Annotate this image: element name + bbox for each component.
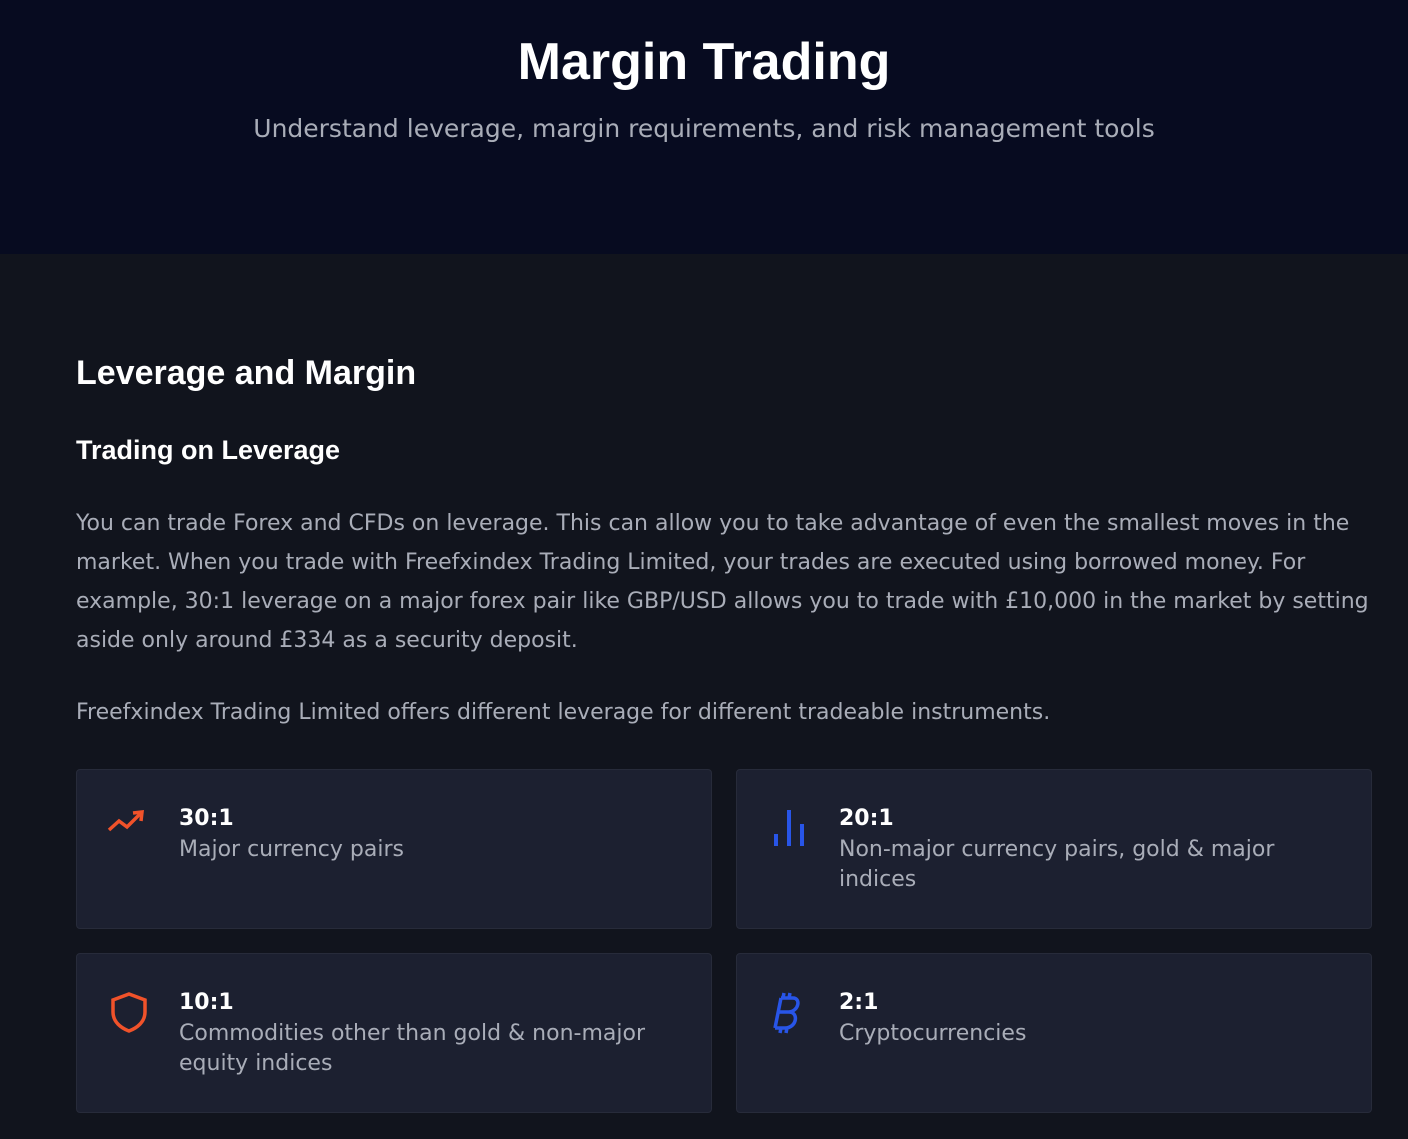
- icon: [774, 810, 804, 846]
- hero: Margin Trading Understand leverage, marg…: [0, 0, 1408, 254]
- label: Cryptocurrencies: [839, 1021, 1027, 1046]
- section-subtitle: Trading on Leverage: [76, 435, 341, 465]
- subtitle: Understand leverage, margin requirements…: [253, 114, 1155, 143]
- icon: [107, 810, 144, 832]
- label: Non-major currency pairs, gold & major i…: [839, 837, 1275, 892]
- card: 10:1 Commodities other than gold & non-ma…: [76, 953, 712, 1113]
- section-title: Leverage and Margin: [76, 354, 417, 392]
- card: 2:1 Cryptocurrencies: [736, 953, 1372, 1113]
- icon: [111, 992, 147, 1033]
- card: 30:1 Major currency pairs: [76, 769, 712, 929]
- card: 20:1 Non-major currency pairs, gold & maj…: [736, 769, 1372, 929]
- ratio: 10:1: [179, 990, 234, 1015]
- ratio: 20:1: [839, 806, 894, 831]
- ratio: 2:1: [839, 990, 879, 1015]
- cards: 30:1 Major currency pairs 20:1 Non-major c…: [76, 769, 1372, 1113]
- paragraph: Freefxindex Trading Limited offers diffe…: [76, 700, 1051, 725]
- content: Leverage and Margin Trading on Leverage …: [0, 254, 1408, 1113]
- paragraph: You can trade Forex and CFDs on leverage…: [76, 511, 1369, 653]
- label: Major currency pairs: [179, 837, 404, 862]
- icon: [773, 992, 800, 1034]
- label: Commodities other than gold & non-major …: [179, 1021, 645, 1076]
- ratio: 30:1: [179, 806, 234, 831]
- title: Margin Trading: [517, 33, 891, 91]
